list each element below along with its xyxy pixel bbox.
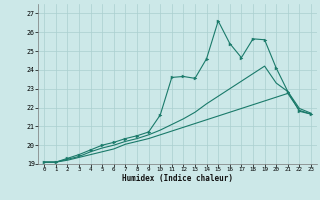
X-axis label: Humidex (Indice chaleur): Humidex (Indice chaleur) [122,174,233,183]
